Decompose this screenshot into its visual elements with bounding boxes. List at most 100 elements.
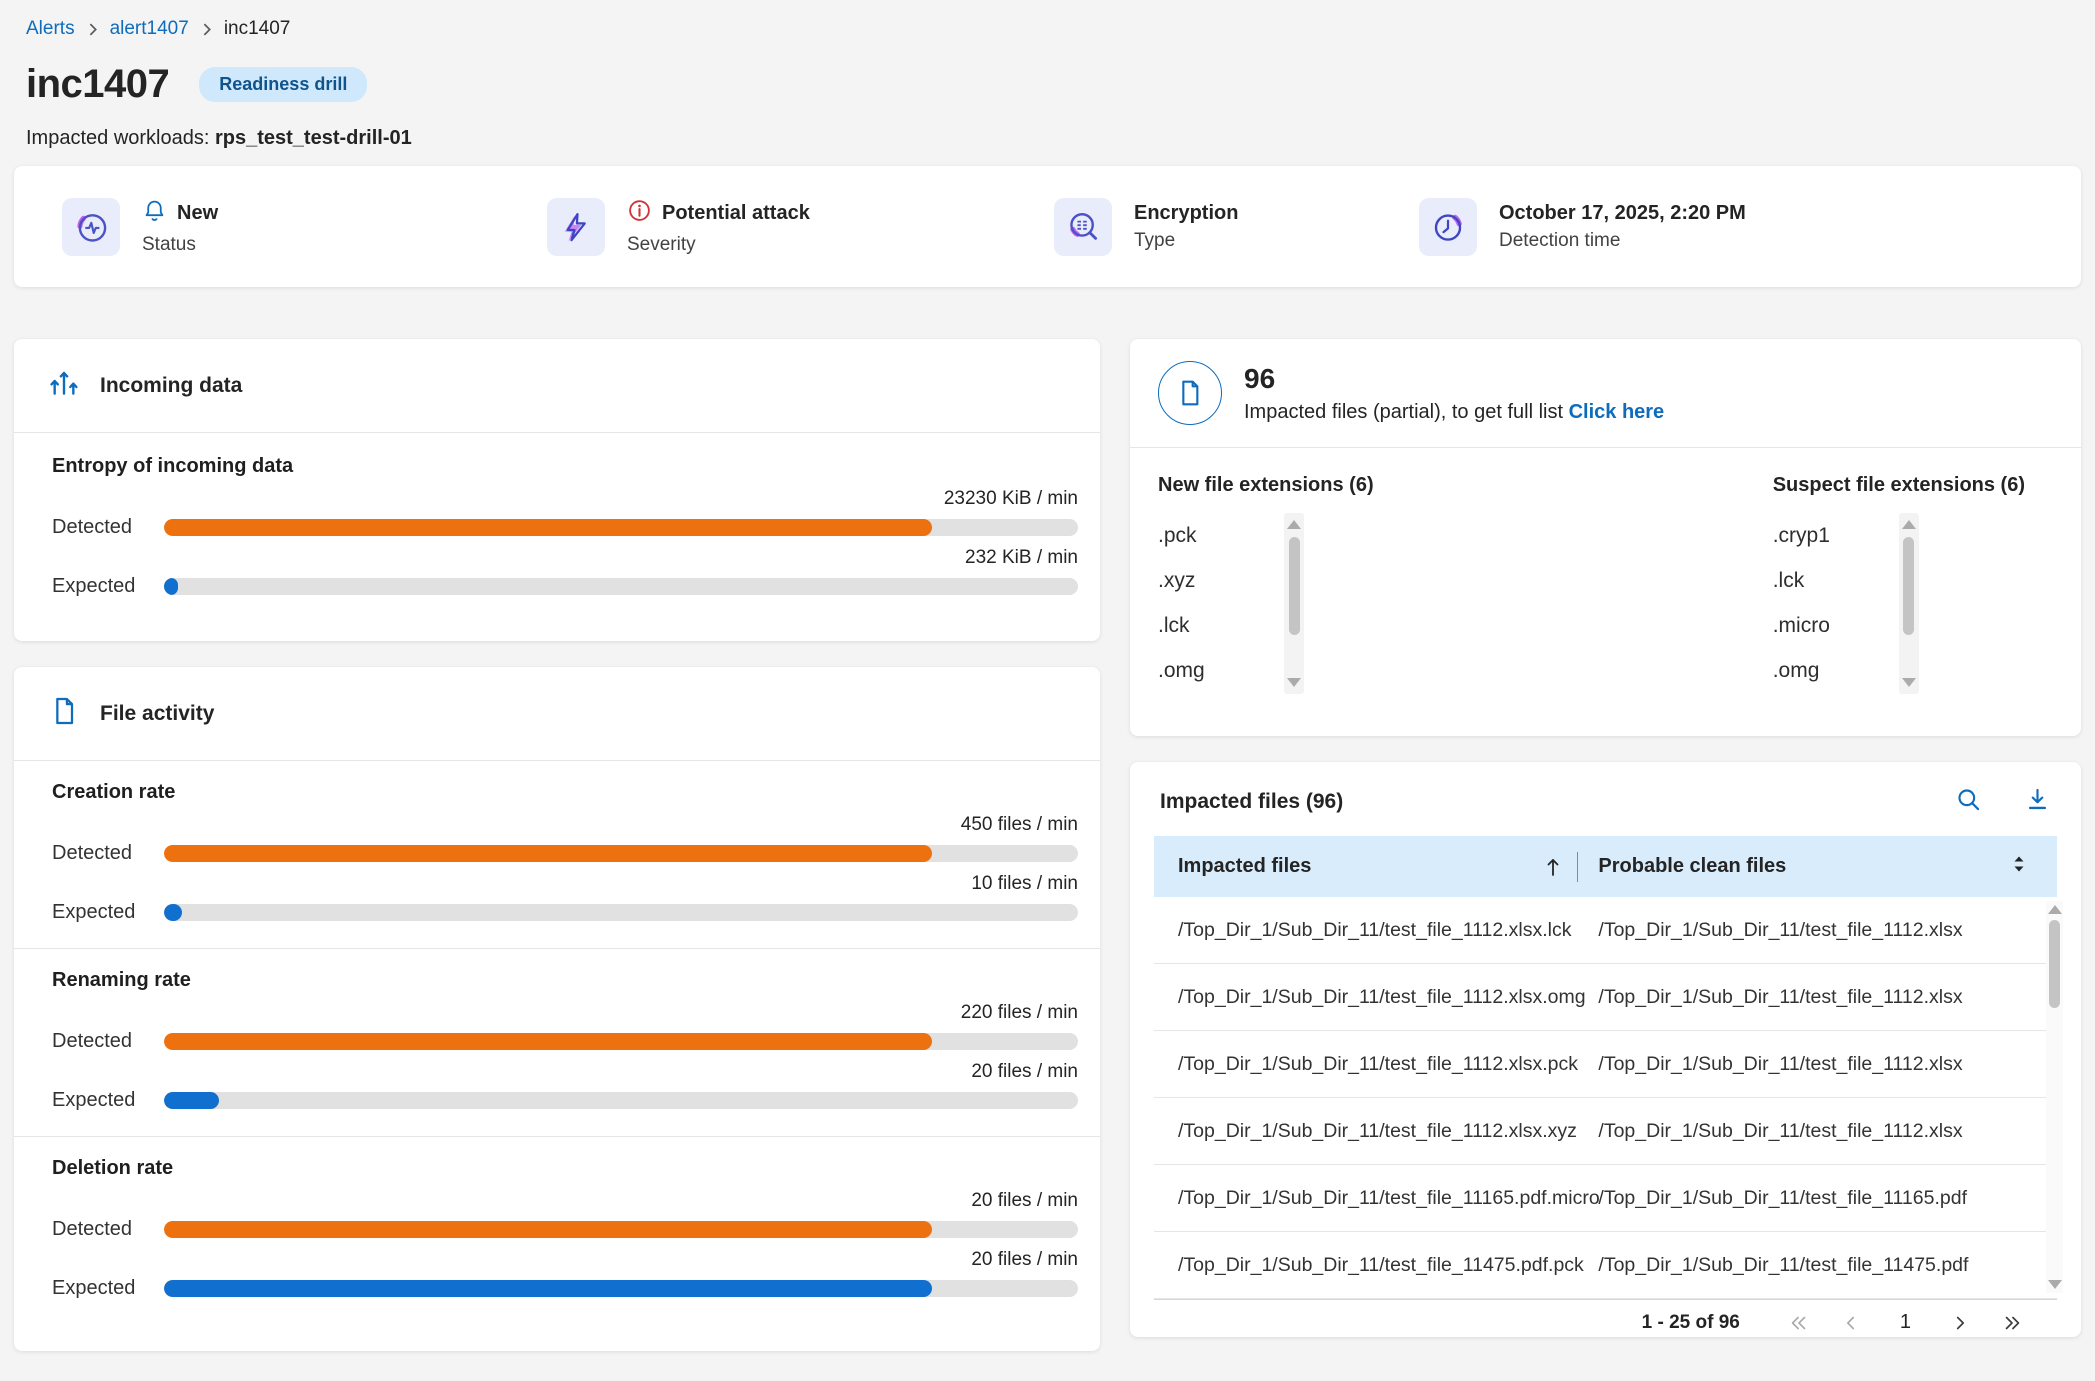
expected-bar-track [164, 1280, 1078, 1297]
extension-item: .pck [1158, 523, 1197, 547]
detected-value: 450 files / min [960, 814, 1078, 835]
bell-icon [142, 198, 167, 229]
suspect-extensions-scrollbar[interactable] [1898, 513, 1919, 694]
table-row[interactable]: /Top_Dir_1/Sub_Dir_11/test_file_11165.pd… [1154, 1165, 2057, 1232]
clean-file-cell: /Top_Dir_1/Sub_Dir_11/test_file_11475.pd… [1598, 1253, 1969, 1276]
status-card-type: Encryption Type [1054, 197, 1419, 256]
chevron-right-icon [87, 22, 98, 37]
extension-item: .lck [1772, 568, 1805, 592]
breadcrumb-alert1407[interactable]: alert1407 [109, 18, 189, 39]
severity-label: Severity [627, 233, 696, 255]
severity-value: Potential attack [662, 201, 810, 224]
table-row[interactable]: /Top_Dir_1/Sub_Dir_11/test_file_1112.xls… [1154, 897, 2057, 964]
detected-bar-track [164, 845, 1078, 862]
detected-value: 23230 KiB / min [943, 488, 1078, 509]
detected-bar-track [164, 519, 1078, 536]
extension-item: .omg [1772, 658, 1820, 682]
detected-bar-fill [164, 845, 932, 862]
status-card-detection-time: October 17, 2025, 2:20 PM Detection time [1419, 197, 1746, 256]
scroll-down-icon[interactable] [1901, 678, 1916, 687]
detected-bar-fill [164, 519, 932, 536]
incoming-data-title: Incoming data [100, 373, 243, 397]
last-page-icon[interactable] [2001, 1312, 2023, 1334]
table-row[interactable]: /Top_Dir_1/Sub_Dir_11/test_file_1112.xls… [1154, 1031, 2057, 1098]
search-icon[interactable] [1955, 786, 1982, 818]
table-header-row: Impacted files Probable clean files [1154, 836, 2057, 897]
clean-file-cell: /Top_Dir_1/Sub_Dir_11/test_file_1112.xls… [1598, 985, 1963, 1008]
detected-value: 20 files / min [971, 1190, 1078, 1211]
scroll-up-icon[interactable] [2047, 905, 2062, 914]
page-header: Alerts alert1407 inc1407 inc1407 Readine… [14, 0, 2081, 150]
expected-value: 10 files / min [971, 873, 1078, 894]
pulse-icon [62, 197, 120, 256]
scrollbar-thumb[interactable] [1903, 537, 1915, 635]
type-value: Encryption [1134, 201, 1239, 224]
file-activity-card: File activity Creation rate 450 files / … [14, 667, 1100, 1351]
extension-item: .lck [1158, 613, 1190, 637]
scroll-down-icon[interactable] [2047, 1280, 2062, 1289]
impacted-file-cell: /Top_Dir_1/Sub_Dir_11/test_file_1112.xls… [1178, 1052, 1578, 1075]
sort-updown-icon[interactable] [2011, 852, 2027, 882]
table-row[interactable]: /Top_Dir_1/Sub_Dir_11/test_file_11475.pd… [1154, 1232, 2057, 1299]
lightning-icon [547, 197, 605, 256]
file-activity-title: File activity [100, 701, 215, 725]
detected-label: Detected [52, 842, 133, 864]
file-icon [48, 695, 80, 732]
detected-label: Detected [52, 1030, 133, 1052]
table-row[interactable]: /Top_Dir_1/Sub_Dir_11/test_file_1112.xls… [1154, 1098, 2057, 1165]
detected-value: 220 files / min [960, 1002, 1078, 1023]
detected-label: Detected [52, 516, 133, 538]
sort-ascending-icon[interactable] [1543, 856, 1563, 878]
document-circle-icon [1158, 361, 1222, 425]
column-header-impacted-files[interactable]: Impacted files [1154, 851, 1579, 882]
expected-bar-track [164, 578, 1078, 595]
impacted-files-subtitle: Impacted files (partial), to get full li… [1244, 400, 1564, 423]
table-row[interactable]: /Top_Dir_1/Sub_Dir_11/test_file_1112.xls… [1154, 964, 2057, 1031]
breadcrumb-alerts[interactable]: Alerts [26, 18, 75, 39]
impacted-file-cell: /Top_Dir_1/Sub_Dir_11/test_file_11475.pd… [1178, 1253, 1584, 1276]
chart-title: Deletion rate [52, 1157, 174, 1179]
current-page[interactable]: 1 [1899, 1311, 1911, 1333]
clean-file-cell: /Top_Dir_1/Sub_Dir_11/test_file_1112.xls… [1598, 1052, 1963, 1075]
scroll-up-icon[interactable] [1901, 520, 1916, 529]
renaming-rate-chart: Renaming rate 220 files / min Detected 2… [14, 948, 1100, 1136]
scrollbar-thumb[interactable] [2049, 920, 2060, 1008]
first-page-icon[interactable] [1788, 1312, 1810, 1334]
detected-bar-track [164, 1033, 1078, 1050]
impacted-files-summary-card: 96 Impacted files (partial), to get full… [1130, 339, 2081, 736]
expected-bar-fill [164, 1092, 219, 1109]
download-icon[interactable] [2024, 786, 2051, 818]
incoming-data-card: Incoming data Entropy of incoming data 2… [14, 339, 1100, 641]
impacted-files-table-title: Impacted files (96) [1160, 790, 1344, 813]
next-page-icon[interactable] [1949, 1312, 1971, 1334]
readiness-drill-badge: Readiness drill [199, 67, 368, 102]
detection-time-value: October 17, 2025, 2:20 PM [1499, 201, 1746, 224]
scrollbar-thumb[interactable] [1288, 537, 1300, 635]
expected-value: 20 files / min [971, 1249, 1078, 1270]
expected-label: Expected [52, 575, 136, 597]
clean-file-cell: /Top_Dir_1/Sub_Dir_11/test_file_11165.pd… [1598, 1186, 1967, 1209]
impacted-workloads-label: Impacted workloads: [26, 127, 210, 149]
extension-item: .omg [1158, 658, 1205, 682]
expected-bar-track [164, 1092, 1078, 1109]
expected-bar-fill [164, 578, 178, 595]
table-body: /Top_Dir_1/Sub_Dir_11/test_file_1112.xls… [1154, 897, 2063, 1299]
scroll-up-icon[interactable] [1287, 520, 1301, 529]
clean-file-cell: /Top_Dir_1/Sub_Dir_11/test_file_1112.xls… [1598, 918, 1963, 941]
type-label: Type [1134, 229, 1176, 251]
new-extensions-scrollbar[interactable] [1284, 513, 1304, 694]
status-label: Status [142, 233, 196, 255]
expected-label: Expected [52, 1277, 136, 1299]
scroll-down-icon[interactable] [1287, 678, 1301, 687]
pagination-range: 1 - 25 of 96 [1641, 1311, 1740, 1333]
column-header-probable-clean-files[interactable]: Probable clean files [1578, 852, 2057, 882]
table-scrollbar[interactable] [2046, 901, 2063, 1293]
expected-value: 20 files / min [971, 1061, 1078, 1082]
chart-title: Entropy of incoming data [52, 455, 294, 477]
column-label: Impacted files [1178, 855, 1312, 877]
impacted-files-table-card: Impacted files (96) [1130, 762, 2081, 1337]
previous-page-icon[interactable] [1840, 1312, 1862, 1334]
status-value: New [177, 201, 219, 224]
click-here-link[interactable]: Click here [1568, 400, 1665, 423]
